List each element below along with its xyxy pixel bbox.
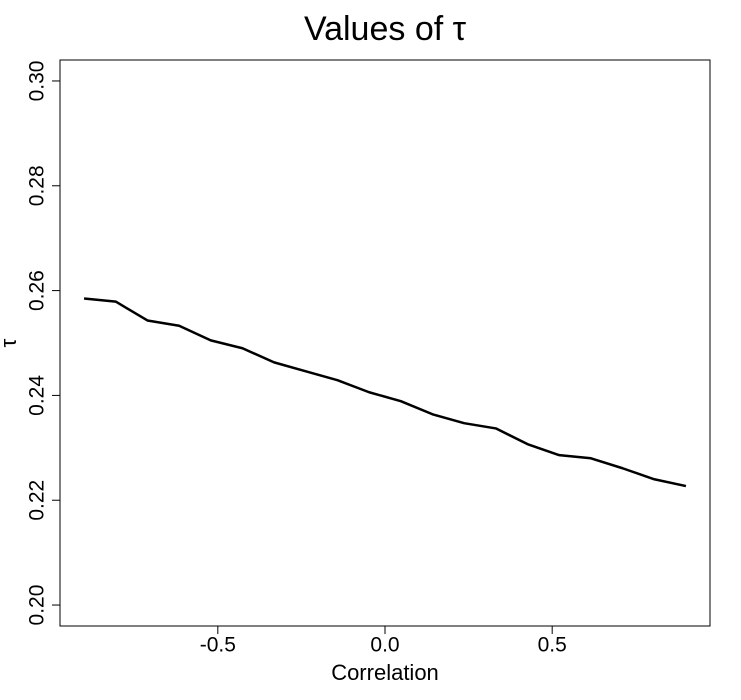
plot-frame xyxy=(59,59,711,627)
y-tick-label: 0.22 xyxy=(26,480,49,521)
data-line xyxy=(83,297,687,488)
x-tick-label: 0.0 xyxy=(370,634,399,657)
y-tick-label: 0.28 xyxy=(26,165,49,206)
y-axis-label: τ xyxy=(0,338,21,347)
x-tick-label: 0.5 xyxy=(538,634,567,657)
x-tick-label: -0.5 xyxy=(200,634,236,657)
x-axis-label: Correlation xyxy=(331,660,439,685)
chart-title: Values of τ xyxy=(304,10,467,48)
y-tick-label: 0.30 xyxy=(26,61,49,102)
y-tick-label: 0.24 xyxy=(26,375,49,416)
y-tick-label: 0.20 xyxy=(26,585,49,626)
y-tick-label: 0.26 xyxy=(26,270,49,311)
